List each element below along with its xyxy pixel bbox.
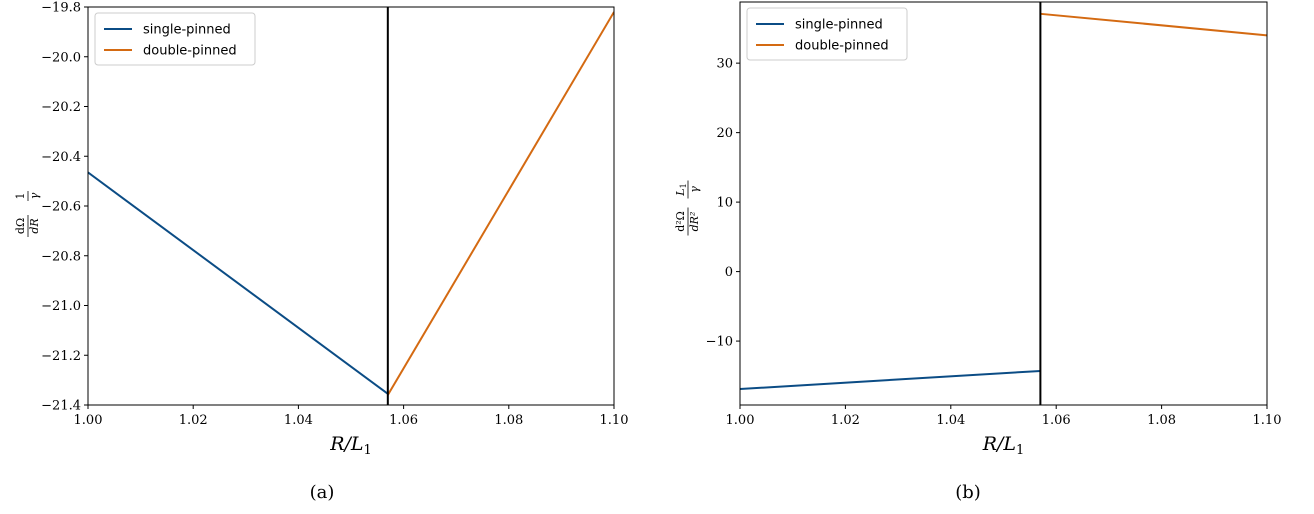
panel-b-axes-frame [739,1,1268,406]
panel-b-legend-box [746,7,908,61]
svg-text:dR²: dR² [688,212,701,232]
panel-a-x-axis-label: R/L1 [329,433,372,458]
panel-a-y-tick-label: −19.8 [41,1,81,16]
panel-b-series-line-double-pinned [1040,12,1267,37]
panel-b-series-line-single-pinned [740,369,1041,391]
panel-b-x-tick-label: 1.10 [1253,413,1282,428]
panel-a-plot-area [88,7,614,405]
panel-a-legend-label-single-pinned: single-pinned [143,23,231,38]
panel-b-legend-label-double-pinned: double-pinned [795,39,889,54]
panel-a-x-tick-label: 1.00 [74,413,103,428]
svg-text:γ: γ [688,186,701,193]
panel-b-y-tick-label: 10 [716,196,733,211]
panel-a-legend-label-double-pinned: double-pinned [143,44,237,59]
panel-a-caption: (a) [310,482,335,503]
panel-b-x-tick-label: 1.04 [936,413,965,428]
panel-b-y-tick-label: 30 [716,57,733,72]
svg-text:dΩ: dΩ [14,218,27,234]
panel-b-y-tick-label: 20 [716,126,733,141]
svg-text:1: 1 [14,193,27,200]
panel-a-y-tick-label: −20.4 [41,150,81,165]
panel-a-x-tick-label: 1.10 [600,413,629,428]
panel-b-x-tick-label: 1.00 [726,413,755,428]
panel-b-legend: single-pinned double-pinned [746,7,908,61]
panel-a-legend: single-pinned double-pinned [94,12,256,66]
panel-a-x-tick-label: 1.08 [494,413,523,428]
panel-a-y-tick-label: −20.6 [41,200,81,215]
panel-a-y-tick-label: −21.0 [41,299,81,314]
panel-a-x-tick-label: 1.04 [284,413,313,428]
svg-text:γ: γ [28,192,41,199]
panel-a-y-tick-label: −20.8 [41,249,81,264]
panel-a-y-axis-label: dΩ dR 1 γ [14,191,41,237]
panel-a-legend-box [94,12,256,66]
panel-a-y-tick-label: −20.2 [41,100,81,115]
panel-b-x-tick-label: 1.02 [831,413,860,428]
svg-text:L1: L1 [674,183,688,196]
panel-b-legend-label-single-pinned: single-pinned [795,18,883,33]
svg-text:d²Ω: d²Ω [674,211,687,232]
panel-b-x-axis-label: R/L1 [982,433,1025,458]
panel-a-series-line-double-pinned [386,11,614,396]
panel-b-plot-area [740,2,1267,405]
panel-a-y-tick-label: −20.0 [41,50,81,65]
panel-a-y-tick-label: −21.2 [41,349,81,364]
svg-text:dR: dR [28,218,41,233]
panel-b-y-axis-label: d²Ω dR² L1γ [674,180,701,236]
panel-b-x-tick-label: 1.08 [1147,413,1176,428]
chart-panel-a: 1.00 1.02 1.04 1.06 1.08 1.10 −21.4 −21.2 −21.0 −… [14,1,628,504]
panel-b-y-tick-label: 0 [725,265,733,280]
panel-b-x-tick-label: 1.06 [1042,413,1071,428]
panel-b-caption: (b) [955,482,981,503]
panel-a-axes-frame [87,6,615,406]
panel-a-y-tick-label: −21.4 [41,399,81,414]
panel-b-y-tick-label: −10 [706,335,733,350]
panel-a-series-line-single-pinned [88,171,389,395]
chart-panel-b: 1.00 1.02 1.04 1.06 1.08 1.10 −10 0 10 20 30 R/L1 d²… [674,1,1282,503]
panel-a-x-tick-label: 1.02 [179,413,208,428]
panel-a-x-tick-label: 1.06 [389,413,418,428]
